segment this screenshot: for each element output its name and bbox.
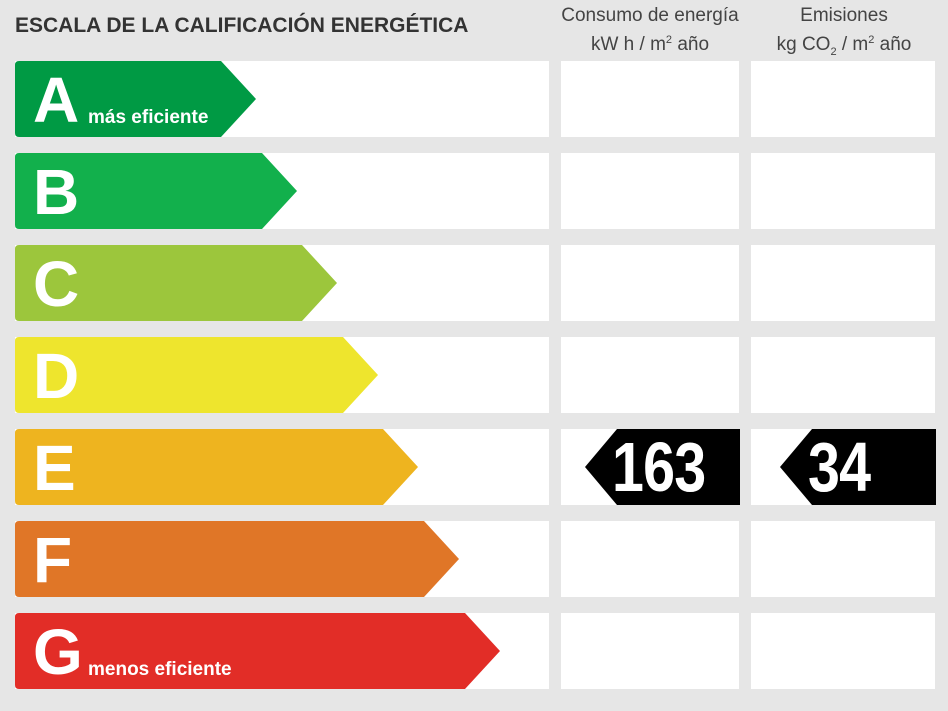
emisiones-unit-pre: kg CO <box>776 34 831 55</box>
emisiones-unit-post: año <box>874 34 912 55</box>
consumo-unit-sup: 2 <box>665 34 673 46</box>
rating-row-b: B <box>0 153 948 229</box>
emisiones-cell <box>751 521 935 597</box>
consumo-value: 163 <box>612 428 706 506</box>
rating-arrow-f <box>15 521 459 597</box>
consumo-cell <box>561 153 739 229</box>
rating-letter: E <box>33 432 76 504</box>
page-title: ESCALA DE LA CALIFICACIÓN ENERGÉTICA <box>15 14 469 37</box>
rating-letter: D <box>33 340 80 412</box>
consumo-unit-pre: kW h / m <box>590 34 666 55</box>
emisiones-cell <box>751 153 935 229</box>
rating-row-d: D <box>0 337 948 413</box>
rating-arrow-a <box>15 61 256 137</box>
rating-row-c: C <box>0 245 948 321</box>
consumo-column-header: Consumo de energía kW h / m2 año <box>550 1 750 59</box>
rating-arrow-b <box>15 153 297 229</box>
consumo-cell <box>561 245 739 321</box>
emisiones-value: 34 <box>808 428 871 506</box>
rating-letter: B <box>33 156 80 228</box>
consumo-cell <box>561 521 739 597</box>
rating-letter: C <box>33 248 80 320</box>
rating-letter: A <box>33 64 80 136</box>
rating-arrow-e <box>15 429 418 505</box>
rating-letter: G <box>33 616 83 688</box>
consumo-cell <box>561 613 739 689</box>
emisiones-unit-sub: 2 <box>830 46 837 58</box>
consumo-cell <box>561 337 739 413</box>
consumo-header-line1: Consumo de energía <box>561 5 739 26</box>
rating-row-f: F <box>0 521 948 597</box>
emisiones-cell <box>751 613 935 689</box>
rating-arrow-c <box>15 245 337 321</box>
emisiones-column-header: Emisiones kg CO2 / m2 año <box>740 1 948 59</box>
emisiones-header-line1: Emisiones <box>800 5 888 26</box>
emisiones-unit-mid: / m <box>836 34 869 55</box>
emisiones-cell <box>751 61 935 137</box>
consumo-value-tag <box>585 429 740 505</box>
rating-sublabel: más eficiente <box>88 107 209 128</box>
rating-letter: F <box>33 524 73 596</box>
rating-arrow-g <box>15 613 500 689</box>
consumo-unit-post: año <box>672 34 710 55</box>
rating-sublabel: menos eficiente <box>88 659 232 680</box>
emisiones-header-line2: kg CO2 / m2 año <box>740 30 948 59</box>
rating-row-e: E 163 34 <box>0 429 948 505</box>
emisiones-cell <box>751 245 935 321</box>
consumo-header-line2: kW h / m2 año <box>550 30 750 59</box>
emisiones-cell <box>751 337 935 413</box>
emisiones-unit-sup: 2 <box>868 34 875 46</box>
emisiones-value-tag <box>780 429 936 505</box>
rating-arrow-d <box>15 337 378 413</box>
consumo-cell <box>561 61 739 137</box>
